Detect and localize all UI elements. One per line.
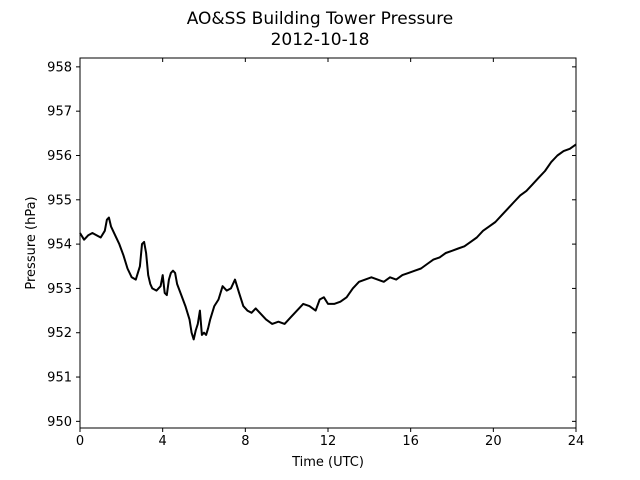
x-tick-label: 12 [320, 434, 337, 449]
x-tick-label: 16 [402, 434, 419, 449]
y-tick-label: 951 [47, 371, 72, 386]
series-line-0 [79, 143, 577, 341]
y-tick-label: 958 [47, 60, 72, 75]
y-tick-label: 952 [47, 326, 72, 341]
data-line-group [79, 143, 577, 341]
axis-ticks: 0 4 8 12 16 20 24 950 951 952 953 954 955 956 957 958 [47, 58, 584, 449]
y-tick-label: 957 [47, 105, 72, 120]
y-tick-label: 954 [47, 238, 72, 253]
x-axis-label: Time (UTC) [291, 455, 364, 470]
y-tick-label: 953 [47, 282, 72, 297]
y-tick-label: 956 [47, 149, 72, 164]
y-tick-label: 955 [47, 193, 72, 208]
x-tick-label: 8 [241, 434, 249, 449]
y-axis-label: Pressure (hPa) [24, 196, 39, 289]
x-tick-label: 20 [485, 434, 502, 449]
x-tick-label: 4 [159, 434, 167, 449]
chart-subtitle: 2012-10-18 [271, 30, 370, 50]
x-tick-label: 0 [76, 434, 84, 449]
plot-frame [79, 57, 577, 429]
y-tick-label: 950 [47, 415, 72, 430]
chart-title: AO&SS Building Tower Pressure [187, 9, 454, 29]
x-tick-label: 24 [568, 434, 585, 449]
